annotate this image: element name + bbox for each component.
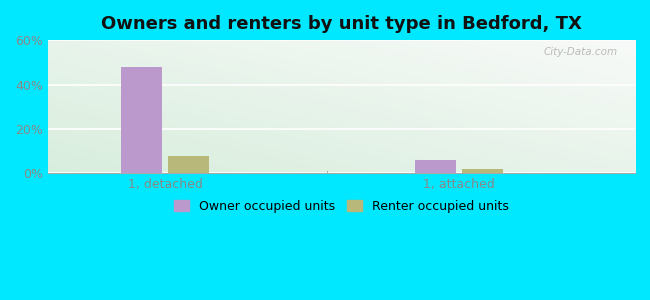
- Bar: [168, 156, 209, 173]
- Bar: [415, 160, 456, 173]
- Bar: [121, 67, 162, 173]
- Title: Owners and renters by unit type in Bedford, TX: Owners and renters by unit type in Bedfo…: [101, 15, 582, 33]
- Legend: Owner occupied units, Renter occupied units: Owner occupied units, Renter occupied un…: [168, 195, 514, 218]
- Text: City-Data.com: City-Data.com: [543, 47, 618, 57]
- Bar: [462, 169, 503, 173]
